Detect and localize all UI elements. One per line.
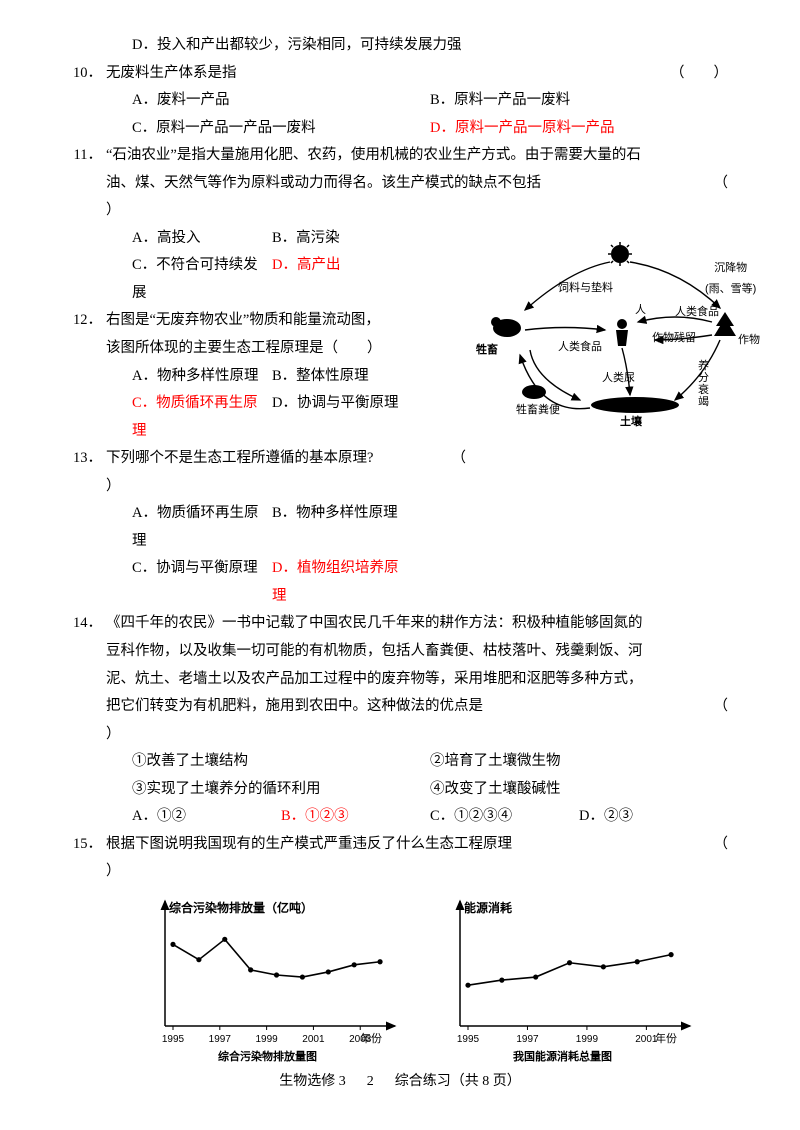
- diagram-label: 作物残留: [652, 328, 696, 349]
- svg-text:综合污染物排放量（亿吨）: 综合污染物排放量（亿吨）: [169, 900, 313, 915]
- option-c: C．原料一产品一产品一废料: [132, 115, 430, 143]
- svg-text:能源消耗: 能源消耗: [464, 900, 512, 915]
- diagram-label: 人: [635, 300, 646, 321]
- question-number: 10．: [72, 60, 106, 88]
- option-b: B．物种多样性原理: [272, 500, 412, 555]
- q14-sub-options: ①改善了土壤结构 ②培育了土壤微生物 ③实现了土壤养分的循环利用 ④改变了土壤酸…: [72, 748, 728, 803]
- svg-text:1997: 1997: [516, 1034, 539, 1045]
- pollution-chart: 综合污染物排放量（亿吨）19951997199920012003年份综合污染物排…: [135, 896, 400, 1066]
- option-d: D．协调与平衡原理: [272, 390, 412, 445]
- q10-options: A．废料一产品 B．原料一产品一废料 C．原料一产品一产品一废料 D．原料一产品…: [72, 87, 728, 142]
- q14-options: A．①② B．①②③ C．①②③④ D．②③: [72, 803, 728, 831]
- option-a: A．①②: [132, 803, 281, 831]
- energy-chart: 能源消耗1995199719992001年份我国能源消耗总量图: [430, 896, 695, 1066]
- answer-paren-close: ）: [72, 473, 728, 501]
- answer-paren-open: （: [714, 693, 729, 721]
- q11-options: A．高投入 B．高污染 C．不符合可持续发展 D．高产出: [72, 225, 412, 308]
- question-stem-line: 豆科作物，以及收集一切可能的有机物质，包括人畜粪便、枯枝落叶、残羹剩饭、河: [106, 638, 728, 666]
- option-text: D．投入和产出都较少，污染相同，可持续发展力强: [132, 32, 728, 60]
- option-c: C．①②③④: [430, 803, 579, 831]
- question-stem-line: 《四千年的农民》一书中记载了中国农民几千年来的耕作方法：积极种植能够固氮的: [106, 610, 728, 638]
- footer-left: 生物选修 3: [279, 1074, 346, 1089]
- option-a: A．物质循环再生原理: [132, 500, 272, 555]
- option-b: B．整体性原理: [272, 363, 412, 391]
- q10: 10． 无废料生产体系是指 （ ）: [72, 60, 728, 88]
- option-c: C．协调与平衡原理: [132, 555, 272, 610]
- option-a: A．废料一产品: [132, 87, 430, 115]
- svg-text:2001: 2001: [302, 1034, 325, 1045]
- svg-text:我国能源消耗总量图: 我国能源消耗总量图: [513, 1049, 612, 1063]
- answer-paren: （ ）: [670, 60, 728, 88]
- q14: 14． 《四千年的农民》一书中记载了中国农民几千年来的耕作方法：积极种植能够固氮…: [72, 610, 728, 748]
- question-stem-line: “石油农业”是指大量施用化肥、农药，使用机械的农业生产方式。由于需要大量的石: [106, 142, 728, 170]
- answer-paren-open: （: [714, 170, 729, 198]
- svg-text:1999: 1999: [255, 1034, 278, 1045]
- question-stem: 下列哪个不是生态工程所遵循的基本原理?: [106, 445, 373, 473]
- svg-text:1995: 1995: [162, 1034, 185, 1045]
- option-c: C．不符合可持续发展: [132, 252, 272, 307]
- question-number: 15．: [72, 831, 106, 859]
- diagram-label: 沉降物 (雨、雪等): [705, 258, 756, 300]
- q13-options: A．物质循环再生原理 B．物种多样性原理 C．协调与平衡原理 D．植物组织培养原…: [72, 500, 412, 610]
- answer-paren-close: ）: [106, 721, 728, 749]
- question-number: 11．: [72, 142, 106, 225]
- q12-options: A．物种多样性原理 B．整体性原理 C．物质循环再生原理 D．协调与平衡原理: [72, 363, 412, 446]
- diagram-label: 饲料与垫料: [558, 278, 613, 299]
- option-b: B．高污染: [272, 225, 412, 253]
- sub-4: ④改变了土壤酸碱性: [430, 776, 728, 804]
- q13: 13． 下列哪个不是生态工程所遵循的基本原理? （: [72, 445, 728, 473]
- answer-paren-open: （: [452, 445, 467, 473]
- cycle-diagram: 饲料与垫料 沉降物 (雨、雪等) 人 人类食品 人类食品 作物 作物残留 牲畜 …: [480, 240, 760, 440]
- q11: 11． “石油农业”是指大量施用化肥、农药，使用机械的农业生产方式。由于需要大量…: [72, 142, 728, 225]
- svg-text:综合污染物排放量图: 综合污染物排放量图: [218, 1049, 317, 1063]
- diagram-label: 人类食品: [558, 337, 602, 358]
- q9-option-d: D．投入和产出都较少，污染相同，可持续发展力强: [72, 32, 728, 60]
- charts-row: 综合污染物排放量（亿吨）19951997199920012003年份综合污染物排…: [72, 896, 728, 1066]
- option-b: B．原料一产品一废料: [430, 87, 728, 115]
- question-stem: 无废料生产体系是指: [106, 60, 237, 88]
- option-d: D．②③: [579, 803, 728, 831]
- svg-text:年份: 年份: [655, 1031, 677, 1045]
- option-a: A．物种多样性原理: [132, 363, 272, 391]
- footer-right: 综合练习（共 8 页）: [395, 1074, 521, 1089]
- answer-paren-close: ）: [106, 197, 728, 225]
- diagram-label: 牲畜粪便: [516, 400, 560, 421]
- svg-text:年份: 年份: [360, 1031, 382, 1045]
- diagram-label: 土壤: [620, 412, 642, 433]
- question-stem-line: 把它们转变为有机肥料，施用到农田中。这种做法的优点是: [106, 693, 483, 721]
- diagram-label: 养 分 衰 竭: [698, 360, 709, 408]
- option-a: A．高投入: [132, 225, 272, 253]
- svg-text:1997: 1997: [209, 1034, 232, 1045]
- option-d: D．高产出: [272, 252, 412, 307]
- question-stem: 根据下图说明我国现有的生产模式严重违反了什么生态工程原理: [106, 831, 512, 859]
- answer-paren-close: ）: [72, 858, 728, 886]
- diagram-label: 牲畜: [476, 340, 498, 361]
- question-stem-line: 油、煤、天然气等作为原料或动力而得名。该生产模式的缺点不包括: [106, 170, 541, 198]
- option-c: C．物质循环再生原理: [132, 390, 272, 445]
- question-number: 14．: [72, 610, 106, 748]
- question-number: 13．: [72, 445, 106, 473]
- answer-paren-open: （: [714, 831, 729, 859]
- diagram-label: 人类尿: [602, 368, 635, 389]
- sub-3: ③实现了土壤养分的循环利用: [132, 776, 430, 804]
- q15: 15． 根据下图说明我国现有的生产模式严重违反了什么生态工程原理 （: [72, 831, 728, 859]
- question-number: 12．: [72, 307, 106, 362]
- svg-text:1999: 1999: [576, 1034, 599, 1045]
- sub-1: ①改善了土壤结构: [132, 748, 430, 776]
- sub-2: ②培育了土壤微生物: [430, 748, 728, 776]
- svg-text:1995: 1995: [457, 1034, 480, 1045]
- option-d: D．原料一产品一原料一产品: [430, 115, 728, 143]
- footer-page-num: 2: [367, 1074, 374, 1089]
- question-stem-line: 泥、炕土、老墙土以及农产品加工过程中的废弃物等，采用堆肥和沤肥等多种方式，: [106, 666, 728, 694]
- page-footer: 生物选修 3 2 综合练习（共 8 页）: [0, 1069, 800, 1096]
- option-b: B．①②③: [281, 803, 430, 831]
- diagram-label: 作物: [738, 330, 760, 351]
- option-d: D．植物组织培养原理: [272, 555, 412, 610]
